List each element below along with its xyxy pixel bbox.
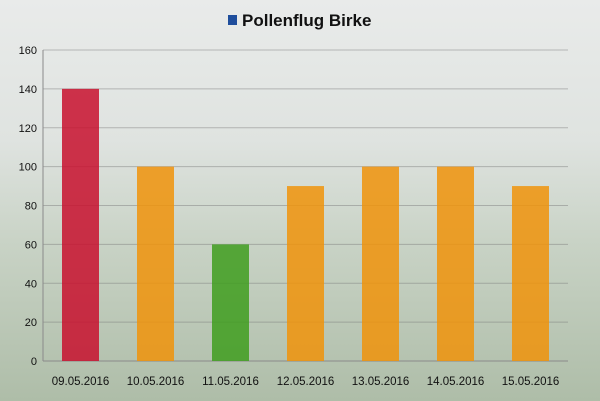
legend-swatch xyxy=(228,15,237,25)
x-tick-label: 12.05.2016 xyxy=(277,376,335,388)
x-tick-label: 14.05.2016 xyxy=(427,376,485,388)
bar xyxy=(362,166,399,361)
x-tick-label: 13.05.2016 xyxy=(352,376,410,388)
y-tick-label: 40 xyxy=(25,278,37,290)
bar xyxy=(287,186,324,361)
y-tick-label: 80 xyxy=(25,201,37,213)
bars xyxy=(62,88,549,361)
bar xyxy=(512,186,549,361)
y-tick-label: 100 xyxy=(19,162,37,174)
bar xyxy=(437,166,474,361)
x-tick-label: 15.05.2016 xyxy=(502,376,560,388)
y-tick-label: 0 xyxy=(31,356,37,368)
bar xyxy=(137,166,174,361)
bar xyxy=(212,244,249,361)
y-tick-label: 140 xyxy=(19,84,37,96)
chart-title: Pollenflug Birke xyxy=(242,11,371,30)
x-axis-labels: 09.05.2016 10.05.2016 11.05.2016 12.05.2016… xyxy=(52,376,560,388)
chart-legend: Pollenflug Birke xyxy=(228,11,371,30)
y-tick-label: 20 xyxy=(25,317,37,329)
y-axis-ticks: 0 20 40 60 80 100 120 140 160 xyxy=(19,45,37,368)
bar xyxy=(62,88,99,361)
y-tick-label: 60 xyxy=(25,239,37,251)
y-tick-label: 120 xyxy=(19,123,37,135)
x-tick-label: 11.05.2016 xyxy=(202,376,259,388)
y-tick-label: 160 xyxy=(19,45,37,57)
x-tick-label: 09.05.2016 xyxy=(52,376,110,388)
x-tick-label: 10.05.2016 xyxy=(127,376,185,388)
